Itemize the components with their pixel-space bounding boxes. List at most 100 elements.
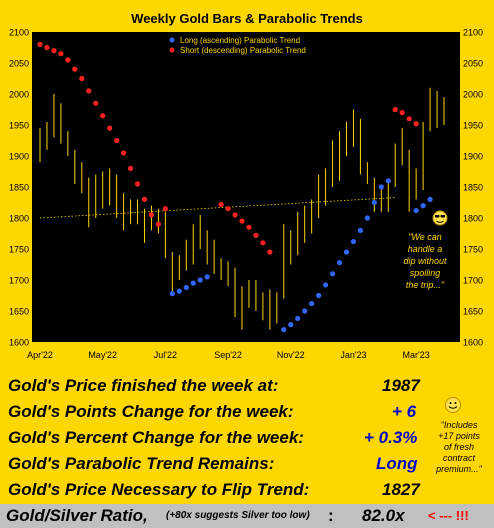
long-trend-dot xyxy=(190,280,196,286)
short-trend-dots xyxy=(37,41,419,255)
short-trend-dot xyxy=(267,249,273,255)
short-trend-dot xyxy=(260,240,266,246)
short-trend-dot xyxy=(65,57,71,63)
long-trend-dot xyxy=(413,207,419,214)
legend-label-long: Long (ascending) Parabolic Trend xyxy=(180,36,300,45)
short-trend-dot xyxy=(392,106,398,113)
info-row-percent-value: + 0.3% xyxy=(364,428,418,447)
short-trend-dot xyxy=(86,88,92,94)
annotation-line: dip without xyxy=(403,256,447,266)
info-row-flip-value: 1827 xyxy=(382,480,420,499)
long-trend-dot xyxy=(169,291,175,297)
long-trend-dot xyxy=(183,284,189,291)
short-trend-dot xyxy=(58,51,64,57)
y-tick-label-right: 2000 xyxy=(463,90,483,100)
x-tick-label: Apr'22 xyxy=(27,350,53,360)
ratio-arrow: < --- !!! xyxy=(428,508,469,523)
long-trend-dot xyxy=(420,203,426,209)
short-trend-dot xyxy=(239,218,245,224)
y-tick-label-right: 1850 xyxy=(463,183,483,193)
ratio-colon: : xyxy=(328,506,334,525)
long-trend-dot xyxy=(378,184,384,190)
short-trend-dot xyxy=(406,116,412,122)
y-tick-label-left: 1750 xyxy=(9,245,29,255)
premium-note-line: contract xyxy=(442,453,475,463)
long-trend-dot xyxy=(309,300,315,307)
legend: Long (ascending) Parabolic Trend Short (… xyxy=(162,34,342,56)
y-tick-label-right: 1700 xyxy=(463,276,483,286)
long-trend-dot xyxy=(176,288,182,294)
annotation-line: spoiling xyxy=(410,268,441,278)
long-trend-dot xyxy=(364,215,370,221)
info-row-trend-value: Long xyxy=(376,454,418,473)
x-tick-label: May'22 xyxy=(88,350,117,360)
long-trend-dot xyxy=(336,260,343,266)
legend-marker-long xyxy=(169,37,175,43)
smiley-face-icon xyxy=(445,397,461,413)
long-trend-dot xyxy=(322,282,329,288)
short-trend-dot xyxy=(148,212,155,218)
ratio-value: 82.0x xyxy=(362,506,405,525)
short-trend-dot xyxy=(51,48,57,54)
short-trend-dot xyxy=(155,221,162,227)
info-row-price-value: 1987 xyxy=(382,376,420,395)
y-tick-label-left: 1600 xyxy=(9,338,29,348)
short-trend-dot xyxy=(114,137,120,144)
long-trend-dot xyxy=(316,292,322,299)
premium-note-line: +17 points xyxy=(438,431,480,441)
y-tick-label-left: 1900 xyxy=(9,152,29,162)
y-tick-label-right: 1600 xyxy=(463,338,483,348)
info-row-price-label: Gold's Price finished the week at: xyxy=(8,376,279,395)
short-trend-dot xyxy=(253,232,259,238)
short-trend-dot xyxy=(79,75,85,82)
y-tick-label-right: 1650 xyxy=(463,307,483,317)
chart-title: Weekly Gold Bars & Parabolic Trends xyxy=(131,11,363,26)
y-tick-label-right: 2050 xyxy=(463,59,483,69)
short-trend-dot xyxy=(141,196,148,202)
short-trend-dot xyxy=(399,110,405,116)
short-trend-dot xyxy=(218,201,224,207)
y-tick-label-left: 1800 xyxy=(9,214,29,224)
long-trend-dot xyxy=(281,327,287,333)
short-trend-dot xyxy=(134,181,141,187)
short-trend-dot xyxy=(37,41,43,48)
long-trend-dot xyxy=(385,178,391,184)
short-trend-dot xyxy=(413,121,419,127)
long-trend-dot xyxy=(357,227,364,233)
long-trend-dot xyxy=(288,322,294,328)
long-trend-dot xyxy=(350,238,357,245)
gold-chart: Weekly Gold Bars & Parabolic Trends 1600… xyxy=(8,11,484,360)
annotation-line: the trip..." xyxy=(406,280,445,290)
y-tick-label-left: 1700 xyxy=(9,276,29,286)
legend-label-short: Short (descending) Parabolic Trend xyxy=(180,46,306,55)
short-trend-dot xyxy=(107,125,113,131)
y-tick-label-left: 2000 xyxy=(9,90,29,100)
info-row-trend-label: Gold's Parabolic Trend Remains: xyxy=(8,454,275,473)
legend-marker-short xyxy=(169,47,175,53)
annotation-line: "We can xyxy=(408,232,442,242)
short-trend-dot xyxy=(93,100,99,106)
premium-note: "Includes +17 points of fresh contract p… xyxy=(424,420,494,475)
smiley-sunglasses-icon xyxy=(432,210,448,226)
ratio-band: Gold/Silver Ratio, (+80x suggests Silver… xyxy=(0,504,494,528)
short-trend-dot xyxy=(100,113,106,119)
x-tick-label: Jul'22 xyxy=(154,350,177,360)
info-row-percent-label: Gold's Percent Change for the week: xyxy=(8,428,304,447)
short-trend-dot xyxy=(72,66,78,72)
y-tick-label-right: 1750 xyxy=(463,245,483,255)
y-tick-label-right: 1900 xyxy=(463,152,483,162)
short-trend-dot xyxy=(225,206,231,212)
premium-note-line: "Includes xyxy=(440,420,478,430)
info-panel: Gold's Price finished the week at: 1987 … xyxy=(0,370,494,528)
y-tick-label-left: 1650 xyxy=(9,307,29,317)
info-row-points-label: Gold's Points Change for the week: xyxy=(8,402,294,421)
long-trend-dot xyxy=(343,249,350,255)
long-trend-dot xyxy=(302,308,308,314)
y-tick-label-right: 1800 xyxy=(463,214,483,224)
long-trend-dot xyxy=(329,271,336,277)
x-tick-label: Mar'23 xyxy=(403,350,430,360)
long-trend-dot xyxy=(295,315,301,322)
y-tick-label-left: 1850 xyxy=(9,183,29,193)
premium-note-line: premium..." xyxy=(436,464,482,474)
long-trend-dot xyxy=(371,199,377,206)
